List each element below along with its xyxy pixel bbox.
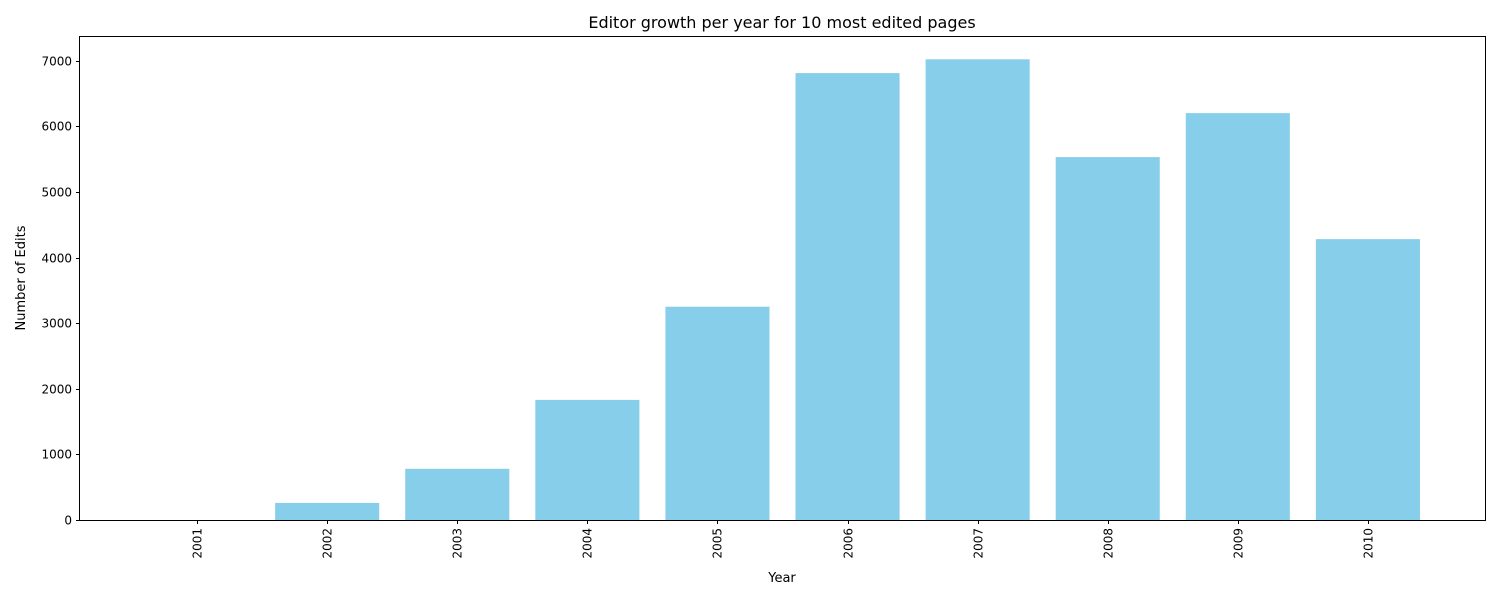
bar-2009 bbox=[1185, 113, 1290, 521]
bar-2006 bbox=[795, 73, 900, 520]
y-tick-label: 7000 bbox=[41, 55, 72, 69]
x-tick-label: 2004 bbox=[581, 528, 595, 559]
x-tick-label: 2006 bbox=[842, 528, 856, 559]
x-tick-label: 2005 bbox=[711, 528, 725, 559]
y-axis-title: Number of Edits bbox=[14, 225, 29, 330]
bar-2008 bbox=[1055, 157, 1160, 520]
bar-2003 bbox=[405, 468, 510, 520]
y-tick-label: 0 bbox=[64, 514, 72, 528]
x-tick-label: 2009 bbox=[1232, 528, 1246, 559]
x-tick-label: 2007 bbox=[972, 528, 986, 559]
x-axis: 2001 2002 2003 2004 2005 2006 2007 2008 2009 2010 bbox=[191, 520, 1376, 559]
y-tick-label: 1000 bbox=[41, 448, 72, 462]
y-tick-label: 5000 bbox=[41, 186, 72, 200]
x-tick-label: 2010 bbox=[1362, 528, 1376, 559]
x-tick-label: 2003 bbox=[451, 528, 465, 559]
y-tick-label: 2000 bbox=[41, 383, 72, 397]
bar-2002 bbox=[275, 502, 380, 520]
y-tick-label: 4000 bbox=[41, 252, 72, 266]
y-axis: 0 1000 2000 3000 4000 5000 6000 7000 bbox=[41, 55, 80, 528]
y-tick-label: 6000 bbox=[41, 120, 72, 134]
plot-frame bbox=[79, 36, 1486, 521]
x-tick-label: 2002 bbox=[321, 528, 335, 559]
bars-layer bbox=[275, 59, 1420, 521]
x-tick-label: 2008 bbox=[1102, 528, 1116, 559]
bar-2004 bbox=[535, 399, 640, 520]
x-tick-label: 2001 bbox=[191, 528, 205, 559]
y-tick-label: 3000 bbox=[41, 317, 72, 331]
x-axis-title: Year bbox=[767, 571, 796, 586]
bar-2005 bbox=[665, 306, 770, 520]
chart-title: Editor growth per year for 10 most edite… bbox=[588, 13, 975, 32]
bar-2010 bbox=[1315, 239, 1420, 521]
bar-2007 bbox=[925, 59, 1030, 521]
